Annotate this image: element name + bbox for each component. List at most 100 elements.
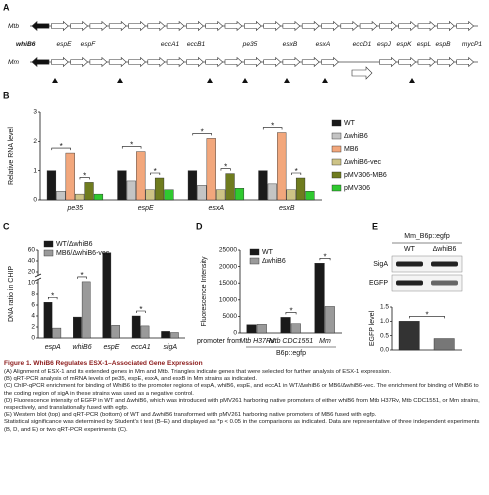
legend-swatch bbox=[331, 132, 342, 140]
gene-arrow bbox=[89, 20, 108, 32]
panel-letter: A bbox=[3, 2, 10, 12]
y-tick-label: 3 bbox=[33, 109, 37, 116]
bar bbox=[136, 151, 146, 201]
caption-paragraph: Statistical significance was determined … bbox=[4, 419, 480, 433]
y-tick-label: 0 bbox=[233, 330, 237, 337]
y-tick-label: 25000 bbox=[219, 247, 237, 254]
gene-label: esxB bbox=[283, 41, 298, 48]
gene-arrow bbox=[398, 56, 417, 68]
gene-arrow bbox=[321, 20, 339, 32]
gene-arrow bbox=[31, 56, 50, 68]
x-tick-label: pe35 bbox=[66, 205, 83, 212]
significance-bracket bbox=[262, 127, 283, 130]
legend-label: ΔwhiB6 bbox=[344, 133, 368, 140]
blot-row-label: EGFP bbox=[369, 280, 388, 287]
y-tick-label: 8 bbox=[31, 291, 35, 298]
significance-bracket bbox=[291, 172, 302, 175]
gene-arrow bbox=[224, 20, 243, 32]
x-tick-label: eccA1 bbox=[131, 344, 151, 351]
x-tick-label: esxB bbox=[279, 205, 295, 212]
bar bbox=[433, 338, 455, 351]
bar bbox=[277, 132, 287, 201]
gene-arrow bbox=[437, 56, 455, 68]
significance-label: * bbox=[81, 271, 84, 280]
significance-label: * bbox=[271, 122, 274, 131]
gene-arrow bbox=[417, 20, 436, 32]
legend-swatch bbox=[331, 158, 342, 166]
legend-label: pMV306 bbox=[344, 185, 370, 192]
gene-arrow bbox=[51, 56, 69, 68]
bar bbox=[111, 325, 120, 339]
gene-arrow bbox=[263, 56, 282, 68]
bar bbox=[52, 327, 62, 339]
caption: Figure 1. WhiB6 Regulates ESX-1–Associat… bbox=[4, 360, 485, 434]
gene-arrow bbox=[340, 20, 359, 32]
caption-paragraph: (B) qRT-PCR analysis of mRNA levels of p… bbox=[4, 376, 257, 383]
bar bbox=[197, 185, 207, 201]
y-tick-label: 2 bbox=[31, 324, 35, 331]
x-tick-label: espE bbox=[138, 205, 154, 212]
significance-label: * bbox=[323, 252, 326, 261]
blot-column-label: ΔwhiB6 bbox=[433, 246, 457, 253]
panel-letter: C bbox=[3, 221, 10, 231]
gene-arrow bbox=[456, 56, 475, 68]
bar bbox=[290, 323, 301, 334]
figure: A Mtb Mm whiB6 espE espF eccA1 eccB1 pe35 esxB esx… bbox=[3, 2, 482, 357]
gene-arrow bbox=[417, 56, 436, 68]
gene-label: espK bbox=[396, 41, 412, 48]
legend-label: MB6 bbox=[344, 146, 359, 153]
gene-arrow bbox=[437, 20, 455, 32]
panel-letter: D bbox=[196, 221, 203, 231]
significance-bracket bbox=[77, 276, 87, 279]
gene-arrow bbox=[282, 56, 301, 68]
x-tick-label: espA bbox=[45, 344, 61, 351]
significance-label: * bbox=[201, 128, 204, 137]
bar bbox=[170, 332, 179, 339]
bar bbox=[81, 281, 91, 339]
significance-bracket bbox=[319, 257, 331, 261]
gene-label: mycP1 bbox=[462, 41, 482, 48]
y-tick-label: 6 bbox=[31, 302, 35, 309]
insertion-arrow bbox=[351, 66, 373, 80]
y-tick-label: 60 bbox=[28, 247, 36, 254]
y-tick-label: 2 bbox=[33, 138, 37, 145]
significance-label: * bbox=[289, 307, 292, 316]
legend-swatch bbox=[331, 145, 342, 153]
significance-bracket bbox=[192, 133, 212, 136]
x-tick-label: Mm bbox=[319, 338, 331, 345]
y-tick-label: 5000 bbox=[223, 313, 238, 320]
gene-label: espF bbox=[81, 41, 97, 48]
gene-arrow bbox=[147, 56, 166, 68]
gene-arrow bbox=[31, 20, 50, 32]
caption-paragraph: (D) Fluorescence intensity of EGFP in WT… bbox=[4, 397, 480, 412]
blot-band bbox=[431, 280, 458, 286]
gene-arrow bbox=[205, 56, 224, 68]
x-axis-label: B6p::egfp bbox=[276, 350, 306, 357]
y-tick-label: 4 bbox=[31, 313, 35, 320]
significance-label: * bbox=[224, 163, 227, 172]
significance-bracket bbox=[220, 168, 231, 171]
bar bbox=[93, 193, 104, 201]
significance-bracket bbox=[136, 310, 146, 313]
gene-arrow bbox=[224, 56, 243, 68]
gene-arrow bbox=[379, 56, 397, 68]
significance-label: * bbox=[154, 167, 157, 176]
x-tick-label: Mtb CDC1551 bbox=[269, 338, 313, 345]
bar bbox=[140, 325, 150, 339]
bar bbox=[75, 193, 85, 201]
bar bbox=[286, 189, 296, 201]
significance-label: * bbox=[60, 142, 63, 151]
legend-swatch bbox=[331, 184, 342, 192]
row-label: Mm bbox=[8, 59, 19, 66]
bar bbox=[161, 331, 170, 339]
gene-arrow bbox=[128, 56, 146, 68]
axis-break-gap bbox=[35, 275, 41, 280]
gene-arrow bbox=[359, 20, 378, 32]
significance-label: * bbox=[295, 167, 298, 176]
bar bbox=[126, 180, 136, 201]
bar bbox=[102, 252, 112, 339]
gene-arrow bbox=[301, 56, 320, 68]
gene-arrow bbox=[282, 20, 301, 32]
blot-band bbox=[396, 280, 423, 286]
bar bbox=[65, 152, 75, 201]
